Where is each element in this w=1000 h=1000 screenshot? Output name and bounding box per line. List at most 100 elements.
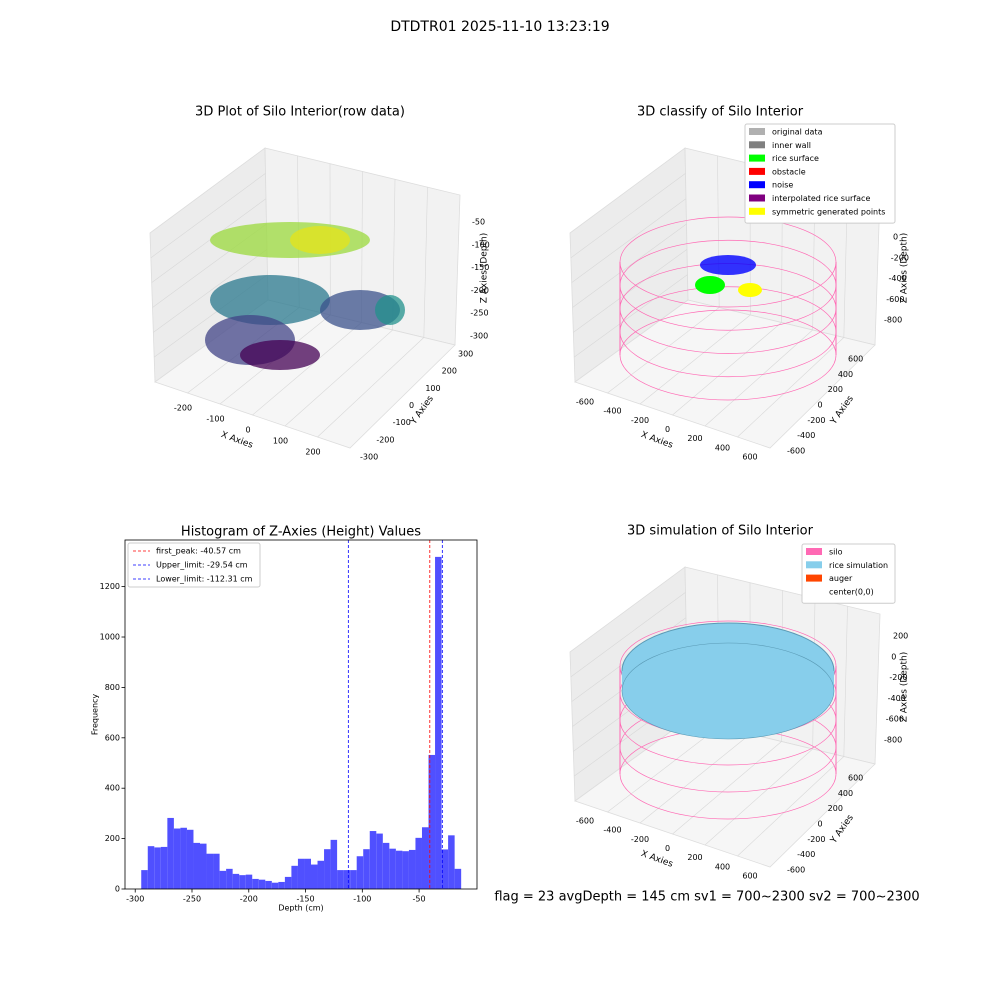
y-tick-label: 300 — [458, 350, 473, 359]
y-tick-label: 200 — [828, 804, 843, 813]
x-tick-label: -50 — [413, 895, 426, 904]
x-tick-label: 200 — [687, 434, 702, 443]
x-tick-label: -150 — [296, 895, 314, 904]
y-tick-label: -400 — [797, 431, 815, 440]
legend-label: rice simulation — [829, 561, 888, 570]
legend-label: obstacle — [772, 167, 806, 176]
legend-box — [127, 542, 261, 588]
legend-swatch — [749, 194, 765, 202]
legend-box — [744, 123, 896, 224]
x-tick-label: 400 — [715, 862, 730, 871]
x-tick-label: -200 — [631, 835, 649, 844]
pane-grid — [571, 198, 687, 283]
pane-grid — [737, 337, 845, 438]
x-tick-label: -600 — [576, 398, 594, 407]
pane-grid — [150, 173, 266, 259]
histogram-bar — [356, 856, 364, 889]
z-tick-label: -800 — [884, 316, 902, 325]
figure-title: DTDTR01 2025-11-10 13:23:19 — [390, 19, 609, 35]
panel-title: 3D classify of Silo Interior — [637, 105, 804, 120]
y-tick-label: 0 — [818, 401, 823, 410]
z-tick-label: 0 — [891, 652, 896, 661]
pane-grid — [570, 173, 686, 259]
legend-label: interpolated rice surface — [772, 194, 870, 203]
y-tick-label: -600 — [787, 447, 805, 456]
x-tick-label: -600 — [576, 817, 594, 826]
x-tick-label: -300 — [126, 895, 144, 904]
histogram-bar — [402, 851, 409, 889]
x-tick-label: 400 — [715, 443, 730, 452]
y-tick-label: 200 — [105, 834, 120, 843]
y-axis-label: Frequency — [91, 694, 100, 736]
symmetric-decoration — [738, 283, 762, 297]
z-tick-label: -200 — [471, 286, 489, 295]
x-tick-label: 200 — [687, 853, 702, 862]
z-tick-label: -150 — [471, 263, 489, 272]
pane-grid — [153, 249, 268, 333]
pane-grid — [423, 187, 428, 338]
pane-grid — [317, 337, 425, 438]
y-tick-label: 800 — [105, 683, 120, 692]
z-tick-label: -400 — [888, 694, 906, 703]
histogram-bar — [428, 754, 436, 889]
point-cloud-decoration — [375, 295, 405, 325]
x-tick-label: 200 — [305, 448, 320, 457]
legend-swatch — [749, 128, 765, 135]
y-tick-label: -100 — [393, 418, 411, 427]
z-tick-label: -300 — [470, 332, 488, 341]
z-tick-label: -200 — [891, 253, 909, 262]
legend-swatch — [749, 167, 765, 175]
z-tick-label: -250 — [470, 309, 488, 318]
y-tick-label: 400 — [838, 789, 853, 798]
histogram-bar — [297, 858, 305, 889]
y-tick-label: 400 — [105, 784, 120, 793]
histogram-bar — [284, 876, 292, 889]
legend-swatch — [749, 181, 765, 189]
legend-label: first_peak: -40.57 cm — [156, 547, 241, 556]
pane-grid — [573, 274, 688, 358]
histogram-bar — [382, 842, 390, 889]
y-tick-label: 200 — [442, 367, 457, 376]
legend-swatch — [749, 207, 765, 215]
histogram-bar — [193, 842, 200, 889]
legend-swatch — [806, 548, 822, 555]
x-tick-label: 0 — [665, 425, 670, 434]
y-tick-label: 0 — [409, 401, 414, 410]
histogram-bar — [232, 873, 240, 889]
histogram-bar — [154, 847, 161, 889]
z-axis-label: Z Axies (Depth) — [480, 233, 490, 304]
histogram-bar — [245, 874, 253, 889]
histogram-bar — [226, 868, 233, 889]
legend-swatch — [749, 154, 765, 162]
z-tick-label: -50 — [472, 218, 485, 227]
point-cloud-decoration — [290, 226, 350, 254]
legend-label: original data — [772, 128, 823, 137]
y-tick-label: 1000 — [100, 633, 120, 642]
pane-grid — [737, 756, 845, 857]
noise-decoration — [700, 255, 756, 275]
z-axis-label: Z Axies (Depth) — [900, 233, 910, 304]
histogram-bar — [173, 828, 181, 889]
z-tick-label: -800 — [884, 736, 902, 745]
histogram-bar — [141, 870, 148, 889]
x-tick-label: -400 — [603, 407, 621, 416]
rice-decoration — [695, 276, 725, 294]
y-tick-label: 1200 — [100, 582, 120, 591]
histogram-bar — [415, 837, 422, 889]
pane-grid — [607, 726, 720, 813]
y-tick-label: 100 — [425, 384, 440, 393]
histogram-bar — [324, 849, 331, 889]
histogram-bar — [317, 860, 325, 889]
y-tick-label: 600 — [105, 733, 120, 742]
pane-grid — [151, 198, 267, 283]
histogram-bar — [376, 833, 383, 889]
x-tick-label: 600 — [742, 872, 757, 881]
x-tick-label: 0 — [245, 426, 250, 435]
legend-swatch — [806, 561, 822, 569]
histogram-bar — [369, 831, 377, 889]
histogram-bar — [265, 880, 272, 889]
x-tick-label: -200 — [240, 895, 258, 904]
x-tick-label: -200 — [174, 404, 192, 413]
legend-label: symmetric generated points — [772, 207, 885, 216]
y-tick-label: -300 — [360, 453, 378, 462]
